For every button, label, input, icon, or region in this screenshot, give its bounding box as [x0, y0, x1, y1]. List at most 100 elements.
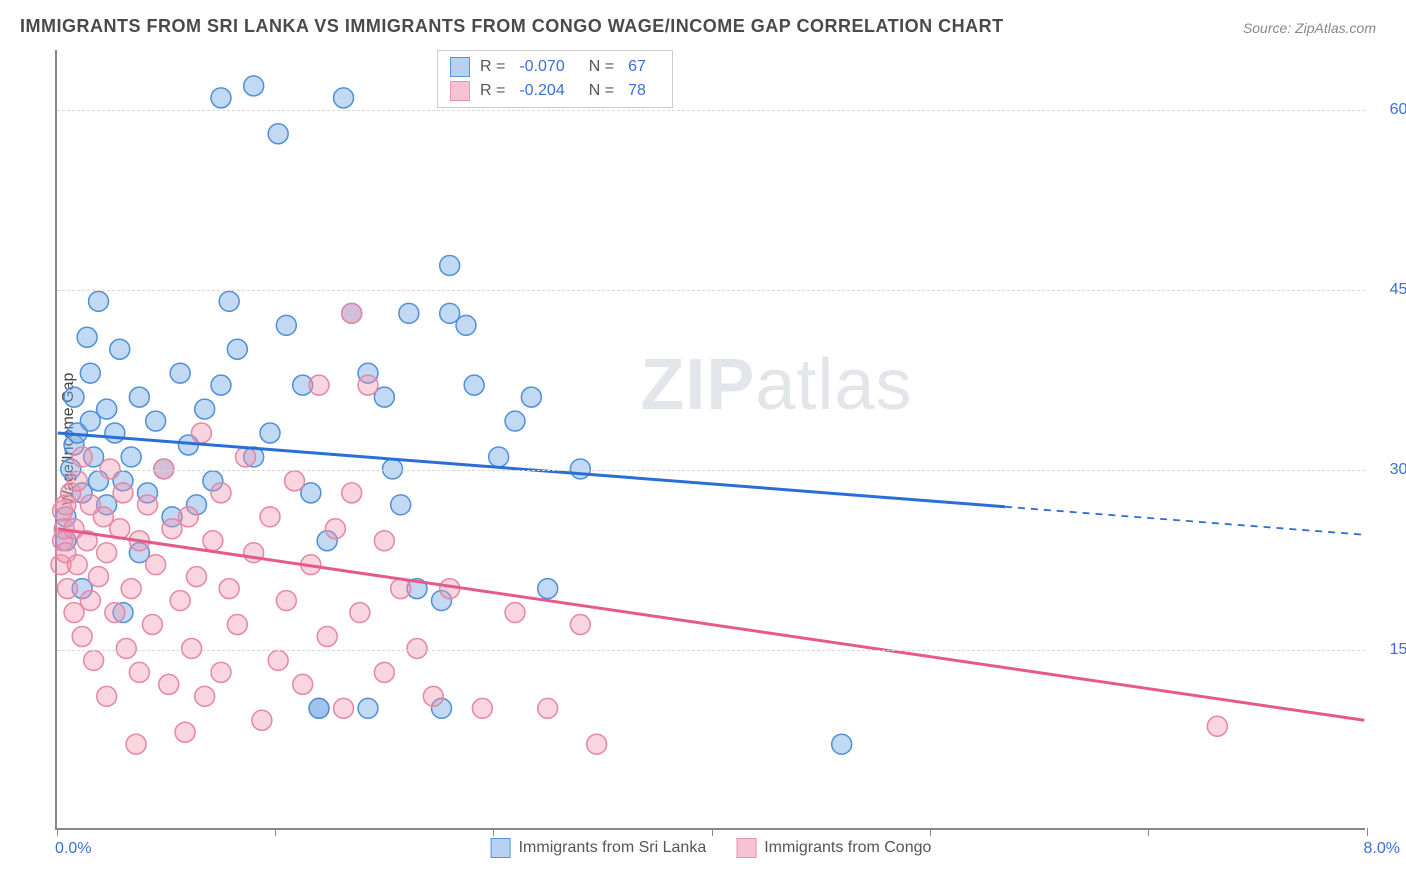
data-point	[268, 650, 288, 670]
legend-swatch	[491, 838, 511, 858]
data-point	[105, 603, 125, 623]
legend-n-value: 78	[628, 82, 646, 100]
data-point	[570, 615, 590, 635]
data-point	[309, 698, 329, 718]
data-point	[211, 483, 231, 503]
data-point	[58, 579, 78, 599]
data-point	[159, 674, 179, 694]
data-point	[268, 124, 288, 144]
data-point	[538, 698, 558, 718]
data-point	[570, 459, 590, 479]
data-point	[195, 399, 215, 419]
chart-title: IMMIGRANTS FROM SRI LANKA VS IMMIGRANTS …	[20, 16, 1004, 37]
data-point	[211, 88, 231, 108]
legend-series: Immigrants from Sri Lanka Immigrants from…	[491, 838, 932, 858]
data-point	[89, 291, 109, 311]
x-tick	[1148, 828, 1149, 836]
data-point	[505, 603, 525, 623]
data-point	[97, 543, 117, 563]
y-tick-label: 45.0%	[1375, 281, 1406, 299]
data-point	[358, 698, 378, 718]
data-point	[227, 339, 247, 359]
data-point	[129, 387, 149, 407]
data-point	[456, 315, 476, 335]
legend-r-value: -0.204	[519, 82, 564, 100]
data-point	[80, 591, 100, 611]
data-point	[211, 375, 231, 395]
data-point	[293, 674, 313, 694]
data-point	[129, 662, 149, 682]
plot-area: Wage/Income Gap ZIPatlas R =-0.070N =67R…	[55, 50, 1365, 830]
data-point	[142, 615, 162, 635]
data-point	[1207, 716, 1227, 736]
data-point	[84, 650, 104, 670]
data-point	[383, 459, 403, 479]
legend-n-label: N =	[589, 82, 614, 100]
gridline	[57, 110, 1365, 111]
trend-line	[58, 529, 1365, 721]
data-point	[358, 375, 378, 395]
data-point	[423, 686, 443, 706]
data-point	[334, 698, 354, 718]
legend-stat-row: R =-0.070N =67	[450, 55, 660, 79]
data-point	[244, 76, 264, 96]
data-point	[391, 579, 411, 599]
data-point	[154, 459, 174, 479]
data-point	[350, 603, 370, 623]
legend-series-name: Immigrants from Congo	[764, 839, 931, 857]
data-point	[67, 471, 87, 491]
source-label: Source: ZipAtlas.com	[1243, 20, 1376, 36]
x-tick	[1367, 828, 1368, 836]
gridline	[57, 650, 1365, 651]
data-point	[276, 315, 296, 335]
data-point	[219, 579, 239, 599]
x-tick	[493, 828, 494, 836]
data-point	[538, 579, 558, 599]
data-point	[260, 507, 280, 527]
x-tick-label-right: 8.0%	[1364, 840, 1400, 858]
legend-r-label: R =	[480, 58, 505, 76]
data-point	[342, 303, 362, 323]
data-point	[260, 423, 280, 443]
data-point	[325, 519, 345, 539]
data-point	[77, 327, 97, 347]
data-point	[146, 411, 166, 431]
x-tick	[930, 828, 931, 836]
data-point	[175, 722, 195, 742]
gridline	[57, 470, 1365, 471]
data-point	[236, 447, 256, 467]
trend-line-dashed	[1005, 507, 1364, 535]
legend-item: Immigrants from Congo	[736, 838, 931, 858]
data-point	[187, 567, 207, 587]
gridline	[57, 290, 1365, 291]
data-point	[407, 638, 427, 658]
legend-series-name: Immigrants from Sri Lanka	[519, 839, 707, 857]
y-tick-label: 30.0%	[1375, 461, 1406, 479]
data-point	[72, 627, 92, 647]
data-point	[391, 495, 411, 515]
data-point	[440, 255, 460, 275]
data-point	[219, 291, 239, 311]
data-point	[138, 495, 158, 515]
data-point	[100, 459, 120, 479]
data-point	[121, 447, 141, 467]
data-point	[67, 555, 87, 575]
data-point	[227, 615, 247, 635]
data-point	[105, 423, 125, 443]
data-point	[505, 411, 525, 431]
x-tick	[275, 828, 276, 836]
data-point	[464, 375, 484, 395]
legend-swatch	[736, 838, 756, 858]
data-point	[170, 363, 190, 383]
legend-r-label: R =	[480, 82, 505, 100]
data-point	[89, 567, 109, 587]
data-point	[170, 591, 190, 611]
data-point	[97, 399, 117, 419]
data-point	[191, 423, 211, 443]
legend-stat-row: R = -0.204 N = 78	[450, 79, 660, 103]
x-tick-label-left: 0.0%	[55, 840, 91, 858]
data-point	[113, 483, 133, 503]
legend-stats: R =-0.070N =67R =-0.204N =78	[437, 50, 673, 108]
legend-swatch	[450, 81, 470, 101]
data-point	[832, 734, 852, 754]
